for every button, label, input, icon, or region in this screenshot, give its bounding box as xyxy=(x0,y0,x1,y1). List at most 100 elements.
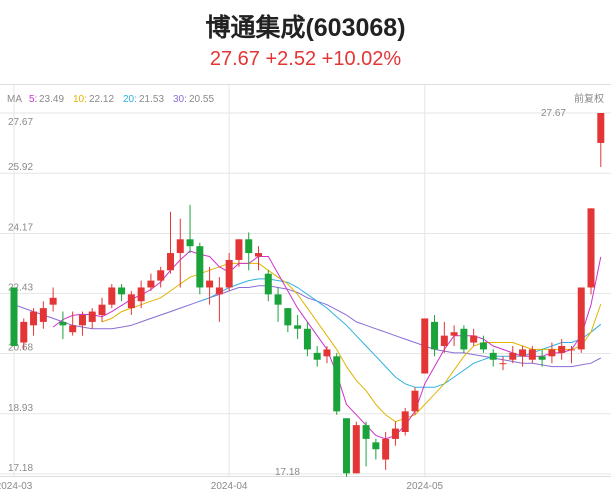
candle-up xyxy=(166,211,174,274)
candle-down xyxy=(284,308,292,333)
candle-body xyxy=(108,287,116,305)
candle-up xyxy=(176,218,184,288)
candle-up xyxy=(206,266,214,305)
ma5-legend-label: 5: xyxy=(29,94,37,105)
candles xyxy=(10,113,605,477)
min-price-label: 17.18 xyxy=(275,467,300,478)
candle-down xyxy=(489,349,497,367)
candle-up xyxy=(39,301,47,329)
candle-up xyxy=(470,328,478,346)
candle-body xyxy=(431,321,439,350)
candle-up xyxy=(509,345,517,364)
candle-body xyxy=(567,349,575,351)
candle-up xyxy=(352,421,360,474)
candle-body xyxy=(440,335,448,346)
candle-body xyxy=(401,411,409,433)
ma30-legend-label: 30: xyxy=(173,94,187,105)
candle-down xyxy=(343,418,351,477)
candle-down xyxy=(294,315,302,340)
candle-down xyxy=(274,287,282,322)
candle-up xyxy=(401,407,409,436)
candle-body xyxy=(479,342,487,350)
candle-body xyxy=(206,280,214,288)
y-tick-label: 18.93 xyxy=(8,403,33,414)
adjust-label: 前复权 xyxy=(574,92,604,105)
candle-up xyxy=(88,308,96,329)
candle-body xyxy=(352,425,360,474)
candle-body xyxy=(597,113,605,143)
candle-up xyxy=(69,311,77,336)
candle-body xyxy=(509,352,517,360)
y-tick-label: 27.67 xyxy=(8,117,33,128)
candle-down xyxy=(372,438,380,460)
candle-up xyxy=(323,345,331,364)
ma10-legend-value: 22.12 xyxy=(89,94,114,105)
candle-down xyxy=(362,421,370,467)
price-line: 27.67 +2.52 +10.02% xyxy=(0,48,611,71)
candle-up xyxy=(157,266,165,288)
candle-body xyxy=(147,280,155,288)
candle-body xyxy=(186,239,194,247)
candle-body xyxy=(343,418,351,474)
ma-legend-prefix: MA xyxy=(7,94,22,105)
candle-body xyxy=(88,311,96,322)
candle-body xyxy=(20,321,28,343)
candle-body xyxy=(137,287,145,302)
candle-body xyxy=(489,352,497,360)
candle-down xyxy=(196,242,204,295)
candle-body xyxy=(333,356,341,412)
x-tick-label: 2024-04 xyxy=(211,481,248,492)
candle-up xyxy=(567,345,575,364)
candle-body xyxy=(450,332,458,336)
candle-up xyxy=(30,308,38,336)
x-tick-label: 2024-05 xyxy=(406,481,443,492)
candle-down xyxy=(186,204,194,254)
candle-up xyxy=(20,318,28,350)
ma30-legend-value: 20.55 xyxy=(189,94,214,105)
candle-body xyxy=(196,246,204,288)
candle-up xyxy=(421,318,429,374)
candle-up xyxy=(127,290,135,316)
candle-down xyxy=(10,287,18,346)
current-price: 27.67 xyxy=(209,48,260,70)
candle-body xyxy=(225,259,233,288)
y-tick-label: 17.18 xyxy=(8,463,33,474)
y-axis-ticks: 27.67 25.92 24.17 22.43 20.68 18.93 17.18 xyxy=(8,117,33,474)
candle-body xyxy=(519,349,527,357)
candle-body xyxy=(323,349,331,357)
candle-body xyxy=(294,325,302,329)
ma20-line xyxy=(199,278,602,388)
candle-up xyxy=(548,342,556,364)
chart-grid xyxy=(0,85,611,476)
candle-body xyxy=(157,270,165,281)
candle-body xyxy=(118,287,126,295)
candle-body xyxy=(215,287,223,295)
candle-up xyxy=(528,345,536,364)
candle-down xyxy=(333,352,341,415)
candle-up xyxy=(519,345,527,367)
candle-up xyxy=(49,287,57,312)
candle-up xyxy=(450,325,458,346)
candlestick-chart: MA 5: 23.49 10: 22.12 20: 21.53 30: 20.5… xyxy=(0,84,611,492)
candle-body xyxy=(127,294,135,309)
candle-up xyxy=(558,339,566,360)
candle-up xyxy=(440,321,448,353)
candle-body xyxy=(10,287,18,346)
candle-body xyxy=(69,325,77,333)
candle-body xyxy=(78,315,86,326)
candle-up xyxy=(411,387,419,415)
candle-body xyxy=(59,321,67,326)
candle-body xyxy=(470,335,478,343)
candle-up xyxy=(108,284,116,309)
candle-body xyxy=(499,363,507,365)
candle-body xyxy=(245,239,253,254)
candle-up xyxy=(391,421,399,446)
max-price-label: 27.67 xyxy=(541,108,566,119)
candle-body xyxy=(39,308,47,322)
candle-body xyxy=(176,239,184,254)
candle-body xyxy=(587,208,595,288)
stock-header: 博通集成(603068) 27.67 +2.52 +10.02% xyxy=(0,0,611,84)
candle-up xyxy=(577,287,585,353)
candle-body xyxy=(577,287,585,350)
candle-body xyxy=(372,442,380,450)
